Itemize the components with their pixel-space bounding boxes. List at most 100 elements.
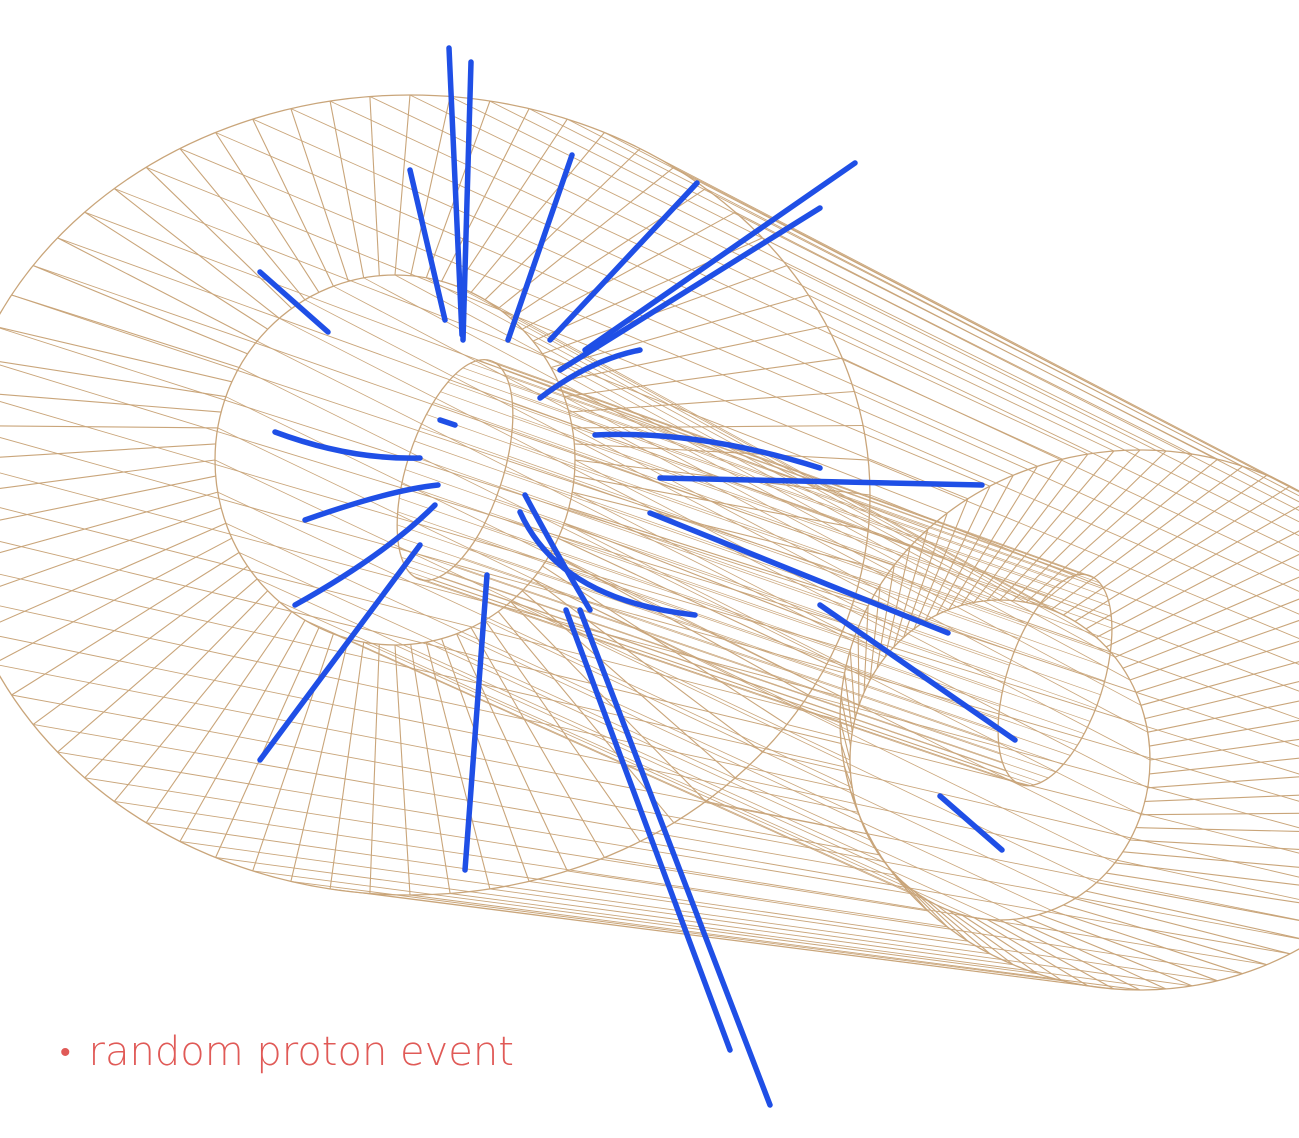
- front-endcap-spoke: [0, 327, 233, 383]
- outer-barrel-line: [762, 237, 1299, 511]
- back-endcap-spoke: [1140, 812, 1299, 816]
- back-endcap-spoke: [986, 450, 1115, 601]
- front-endcap-spoke: [0, 459, 216, 489]
- outer-barrel-line: [808, 694, 1299, 829]
- back-endcap-spoke: [1129, 619, 1299, 681]
- inner-bore-line: [572, 491, 1148, 789]
- front-endcap-spoke: [0, 393, 222, 413]
- back-endcap-spoke: [913, 498, 969, 630]
- back-endcap-spoke: [903, 882, 948, 928]
- beam-pipe-line: [399, 497, 1000, 707]
- back-endcap-spoke: [973, 917, 1089, 987]
- back-endcap-spoke: [999, 919, 1141, 991]
- inner-bore-line: [574, 459, 1151, 761]
- outer-barrel-line: [854, 391, 1299, 592]
- particle-track: [647, 510, 951, 636]
- outer-barrel-line: [529, 880, 1218, 982]
- inner-bore-line: [214, 459, 851, 761]
- back-endcap-spoke: [1025, 917, 1193, 987]
- back-endcap-spoke: [1129, 839, 1299, 850]
- outer-barrel-line: [735, 211, 1299, 503]
- outer-barrel-line: [0, 573, 845, 768]
- outer-barrel-line: [639, 840, 1291, 955]
- beam-pipe-line: [426, 414, 1026, 627]
- front-endcap-spoke: [215, 132, 320, 293]
- back-endcap-spoke: [1149, 757, 1299, 775]
- outer-barrel-line: [489, 888, 1193, 987]
- beam-pipe-line: [484, 359, 1083, 575]
- front-endcap-spoke: [497, 611, 675, 824]
- front-endcap-spoke: [425, 642, 491, 890]
- inner-bore-line: [532, 340, 1116, 658]
- beam-pipe-line: [462, 367, 1062, 583]
- outer-barrel-line: [705, 800, 1299, 921]
- back-endcap-spoke: [1144, 680, 1299, 720]
- outer-barrel-line: [114, 188, 948, 514]
- outer-barrel-line: [567, 870, 1243, 975]
- outer-barrel-line: [33, 723, 895, 876]
- back-endcap-spoke: [1038, 913, 1218, 982]
- back-endcap-spoke: [948, 466, 1038, 610]
- front-endcap-spoke: [510, 601, 707, 802]
- beam-pipe-line: [419, 579, 1022, 785]
- beam-pipe-line: [408, 571, 1011, 778]
- back-endcap-spoke: [849, 650, 856, 719]
- beam-pipe-line: [419, 427, 1020, 639]
- front-endcap-spoke: [557, 537, 828, 665]
- particle-track: [505, 152, 575, 343]
- back-endcap-spoke: [1063, 904, 1267, 966]
- outer-barrel-line: [252, 870, 1038, 975]
- back-endcap-spoke: [1122, 598, 1299, 669]
- outer-barrel-line: [604, 857, 1267, 966]
- back-endcap-spoke: [876, 565, 895, 669]
- front-endcap-spoke: [394, 644, 411, 896]
- particle-track: [582, 160, 858, 353]
- particle-track: [937, 793, 1005, 853]
- particle-track: [547, 180, 700, 343]
- back-endcap-spoke: [1144, 794, 1299, 802]
- beam-pipe-line: [439, 576, 1042, 783]
- front-endcap-spoke: [113, 188, 280, 319]
- beam-pipe-line: [476, 537, 1078, 746]
- beam-pipe-line: [413, 576, 1016, 783]
- front-endcap-spoke: [0, 361, 226, 398]
- back-endcap-spoke: [936, 904, 1014, 966]
- beam-pipe-line: [500, 484, 1101, 696]
- beam-pipe-line: [490, 360, 1090, 576]
- back-endcap-spoke: [1096, 882, 1299, 922]
- particle-track: [817, 602, 1018, 743]
- back-endcap-spoke: [1147, 700, 1299, 733]
- beam-pipe-line: [404, 469, 1006, 680]
- back-endcap-spoke: [936, 475, 1014, 616]
- outer-barrel-line: [808, 294, 1299, 537]
- beam-pipe-line: [447, 381, 1047, 596]
- outer-barrel-line: [639, 148, 1291, 487]
- back-endcap-spoke: [1085, 890, 1299, 939]
- outer-barrel-line: [179, 148, 991, 487]
- inner-bore-line: [333, 285, 949, 610]
- beam-pipe-line: [454, 565, 1056, 773]
- inner-bore-line: [394, 644, 1001, 921]
- particle-track: [437, 417, 458, 428]
- back-endcap-spoke: [986, 918, 1115, 990]
- outer-barrel-line: [215, 857, 1014, 966]
- outer-back-rim: [839, 449, 1299, 991]
- outer-barrel-line: [11, 294, 881, 586]
- caption-text: random proton event: [88, 1029, 514, 1075]
- beam-pipe-line: [483, 525, 1085, 735]
- particle-track: [272, 429, 423, 461]
- front-endcap-spoke: [290, 108, 349, 282]
- front-endcap-spoke: [113, 601, 280, 802]
- back-endcap-spoke: [1122, 851, 1299, 868]
- beam-pipe-line: [477, 360, 1077, 576]
- inner-bore-line: [304, 619, 926, 899]
- outer-barrel-line: [215, 132, 1014, 476]
- beam-pipe-line: [398, 547, 1001, 755]
- particle-track: [292, 502, 438, 608]
- front-endcap-spoke: [0, 491, 218, 554]
- beam-pipe-line: [397, 536, 999, 744]
- front-endcap-spoke: [557, 325, 828, 383]
- outer-barrel-line: [862, 425, 1299, 615]
- particle-track: [577, 607, 773, 1108]
- front-endcap-spoke: [179, 148, 306, 301]
